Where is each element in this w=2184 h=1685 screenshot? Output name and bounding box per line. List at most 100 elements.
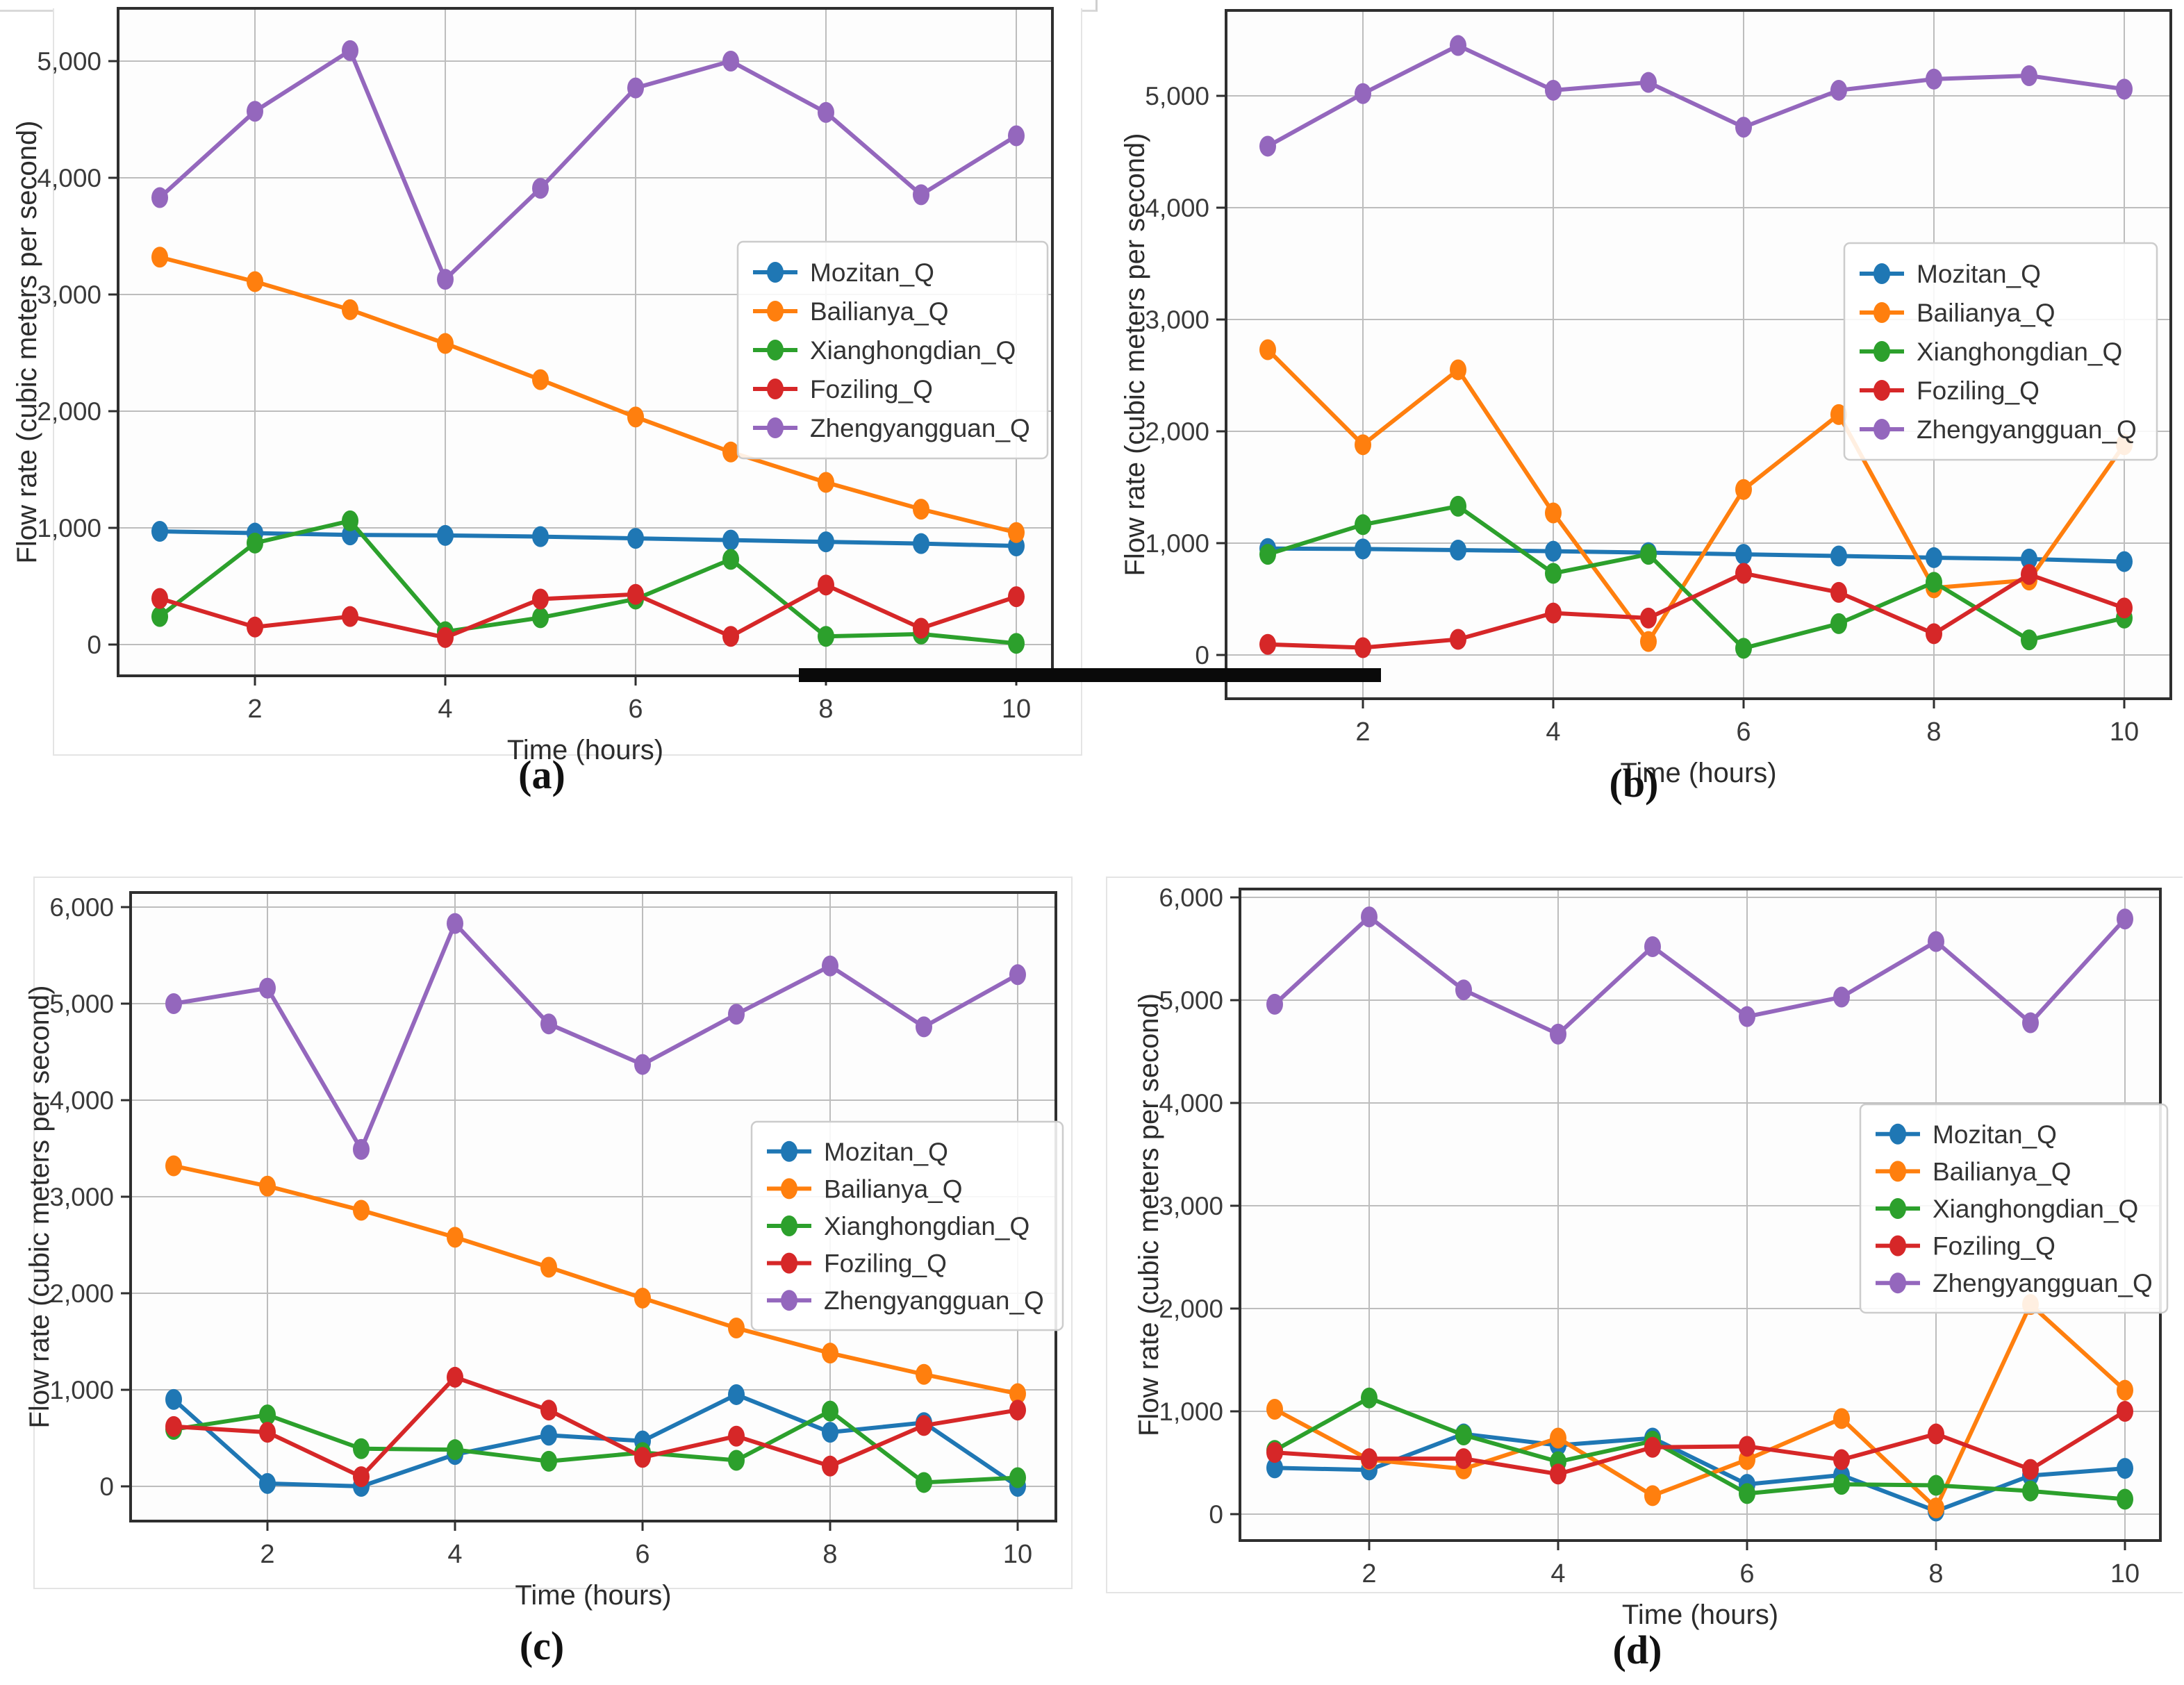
legend-label: Xianghongdian_Q (1917, 338, 2122, 366)
xtick-label: 10 (2110, 717, 2139, 747)
marker-Foziling_Q (259, 1422, 276, 1443)
marker-Foziling_Q (1926, 623, 1942, 645)
legend: Mozitan_Q Bailianya_Q Xianghongdian_Q Fozil… (1843, 242, 2158, 461)
marker-Zhengyangguan_Q (1455, 979, 1472, 1001)
marker-Bailianya_Q (353, 1200, 370, 1221)
marker-Xianghongdian_Q (1259, 544, 1276, 565)
marker-Bailianya_Q (259, 1175, 276, 1197)
marker-Bailianya_Q (822, 1343, 838, 1364)
marker-Bailianya_Q (916, 1363, 932, 1385)
marker-Zhengyangguan_Q (1008, 125, 1025, 147)
marker-Bailianya_Q (1009, 1383, 1026, 1404)
marker-Zhengyangguan_Q (151, 187, 168, 208)
marker-Xianghongdian_Q (259, 1404, 276, 1426)
chart-b: 0 1,000 2,000 3,000 4,000 5,000 2 4 6 8 10 Time (ho… (1084, 0, 2184, 820)
ytick-label: 3,000 (1145, 306, 1209, 334)
marker-Foziling_Q (2116, 597, 2133, 619)
marker-Xianghongdian_Q (1455, 1425, 1472, 1446)
marker-Xianghongdian_Q (540, 1450, 557, 1472)
marker-Xianghongdian_Q (916, 1472, 932, 1493)
marker-Zhengyangguan_Q (1259, 135, 1276, 157)
chart-c: 0 1,000 2,000 3,000 4,000 5,000 6,000 2 4 6 8 10 Tim… (0, 868, 1084, 1682)
plot-b: 0 1,000 2,000 3,000 4,000 5,000 2 4 6 8 10 Time (ho… (1120, 9, 2172, 788)
marker-Foziling_Q (247, 616, 263, 638)
legend-box (1843, 242, 2158, 461)
marker-Foziling_Q (532, 588, 549, 610)
ytick-label: 5,000 (1159, 986, 1223, 1015)
marker-Zhengyangguan_Q (259, 977, 276, 999)
marker-Zhengyangguan_Q (913, 184, 929, 206)
marker-Mozitan_Q (2117, 1458, 2133, 1479)
xlabel: Time (hours) (515, 1580, 671, 1611)
marker-Zhengyangguan_Q (1450, 35, 1466, 56)
marker-Foziling_Q (1830, 581, 1847, 603)
marker-Foziling_Q (1640, 607, 1657, 629)
marker-Foziling_Q (1550, 1463, 1566, 1485)
marker-Zhengyangguan_Q (1545, 79, 1562, 101)
legend: Mozitan_Q Bailianya_Q Xianghongdian_Q Fozil… (1859, 1103, 2169, 1314)
xtick-label: 4 (1550, 1559, 1565, 1588)
ytick-label: 3,000 (49, 1183, 114, 1211)
marker-Foziling_Q (818, 574, 834, 596)
ytick-label: 2,000 (49, 1279, 114, 1308)
marker-Bailianya_Q (1450, 359, 1466, 381)
marker-Foziling_Q (1928, 1423, 1944, 1445)
marker-Zhengyangguan_Q (1735, 117, 1752, 138)
marker-Bailianya_Q (1644, 1485, 1661, 1506)
marker-Foziling_Q (1644, 1436, 1661, 1458)
legend-marker-Foziling_Q (1873, 380, 1890, 401)
legend-marker-Mozitan_Q (781, 1140, 797, 1162)
legend-marker-Zhengyangguan_Q (1889, 1272, 1906, 1294)
marker-Foziling_Q (627, 583, 644, 605)
marker-Xianghongdian_Q (2117, 1488, 2133, 1510)
marker-Foziling_Q (2117, 1401, 2133, 1422)
marker-Foziling_Q (151, 588, 168, 609)
marker-Xianghongdian_Q (1545, 563, 1562, 584)
xtick-label: 10 (1002, 695, 1031, 724)
marker-Zhengyangguan_Q (1926, 68, 1942, 90)
marker-Xianghongdian_Q (1830, 613, 1847, 634)
xtick-label: 4 (1546, 717, 1560, 747)
legend-label: Zhengyangguan_Q (1933, 1269, 2153, 1297)
legend-label: Bailianya_Q (1917, 299, 2055, 327)
ytick-label: 0 (1209, 1500, 1223, 1529)
ytick-label: 0 (99, 1472, 114, 1501)
marker-Xianghongdian_Q (728, 1450, 745, 1471)
xtick-label: 8 (1926, 717, 1941, 747)
ytick-label: 1,000 (1145, 529, 1209, 558)
marker-Xianghongdian_Q (2022, 1480, 2039, 1502)
marker-Mozitan_Q (1355, 538, 1371, 560)
ytick-label: 5,000 (49, 990, 114, 1018)
marker-Foziling_Q (447, 1366, 463, 1388)
xtick-label: 10 (2110, 1559, 2140, 1588)
marker-Bailianya_Q (722, 441, 739, 463)
marker-Mozitan_Q (722, 529, 739, 551)
marker-Xianghongdian_Q (532, 607, 549, 629)
marker-Bailianya_Q (1266, 1399, 1283, 1420)
marker-Zhengyangguan_Q (634, 1054, 651, 1075)
marker-Xianghongdian_Q (1739, 1483, 1755, 1504)
ytick-label: 6,000 (1159, 883, 1223, 912)
ytick-label: 1,000 (49, 1376, 114, 1404)
legend-marker-Zhengyangguan_Q (1873, 419, 1890, 440)
legend-label: Foziling_Q (810, 375, 933, 404)
tick-labels: 0 1,000 2,000 3,000 4,000 5,000 6,000 2 4 6 8 10 (1159, 883, 2140, 1588)
marker-Zhengyangguan_Q (342, 40, 358, 61)
xtick-label: 8 (822, 1540, 837, 1569)
marker-Bailianya_Q (165, 1155, 182, 1177)
ytick-label: 0 (87, 631, 101, 659)
plot-c: 0 1,000 2,000 3,000 4,000 5,000 6,000 2 4 6 8 10 Tim… (24, 891, 1064, 1611)
legend-box (736, 240, 1049, 460)
ytick-label: 4,000 (37, 164, 101, 192)
xtick-label: 6 (635, 1540, 650, 1569)
ytick-label: 5,000 (37, 47, 101, 76)
marker-Bailianya_Q (1550, 1427, 1566, 1449)
marker-Xianghongdian_Q (353, 1438, 370, 1459)
marker-Foziling_Q (1355, 637, 1371, 658)
legend-marker-Zhengyangguan_Q (781, 1290, 797, 1311)
marker-Foziling_Q (1450, 629, 1466, 650)
marker-Xianghongdian_Q (1355, 514, 1371, 536)
marker-Foziling_Q (1266, 1442, 1283, 1463)
marker-Xianghongdian_Q (1008, 633, 1025, 654)
